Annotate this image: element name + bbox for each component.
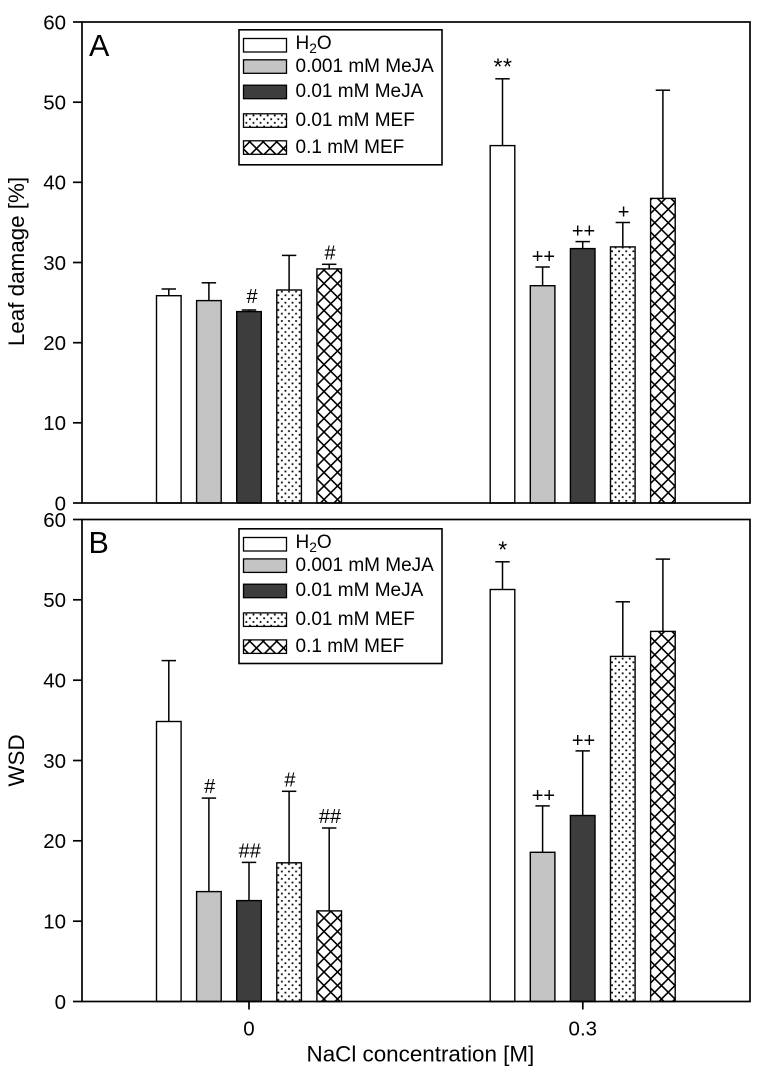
svg-text:0.1 mM MEF: 0.1 mM MEF: [296, 137, 405, 158]
svg-text:0.1 mM MEF: 0.1 mM MEF: [296, 636, 405, 657]
svg-text:0.3: 0.3: [569, 1018, 598, 1041]
svg-text:10: 10: [43, 412, 66, 435]
svg-text:++: ++: [532, 785, 555, 807]
svg-text:#: #: [204, 776, 216, 798]
svg-text:30: 30: [43, 750, 66, 773]
svg-text:50: 50: [43, 589, 66, 612]
svg-text:0.01 mM MeJA: 0.01 mM MeJA: [296, 580, 424, 601]
svg-text:++: ++: [572, 730, 595, 752]
svg-text:#: #: [284, 769, 296, 791]
svg-text:0.01 mM MEF: 0.01 mM MEF: [296, 609, 415, 630]
svg-text:0.001 mM MeJA: 0.001 mM MeJA: [296, 56, 435, 77]
svg-text:B: B: [89, 526, 109, 560]
svg-text:++: ++: [532, 246, 555, 268]
svg-text:H2O: H2O: [296, 532, 332, 555]
svg-text:50: 50: [43, 92, 66, 115]
svg-text:0.01 mM MeJA: 0.01 mM MeJA: [296, 81, 424, 102]
svg-text:*: *: [498, 536, 507, 562]
svg-text:20: 20: [43, 830, 66, 853]
svg-text:0.001 mM MeJA: 0.001 mM MeJA: [296, 555, 435, 576]
svg-text:20: 20: [43, 332, 66, 355]
svg-text:Leaf damage [%]: Leaf damage [%]: [4, 177, 29, 346]
svg-text:40: 40: [43, 670, 66, 693]
svg-text:0: 0: [55, 991, 66, 1014]
svg-text:##: ##: [239, 840, 262, 862]
svg-text:#: #: [324, 242, 336, 264]
svg-text:0.01 mM MEF: 0.01 mM MEF: [296, 110, 415, 131]
svg-text:++: ++: [572, 221, 595, 243]
svg-text:+: +: [618, 202, 630, 224]
svg-text:10: 10: [43, 911, 66, 934]
svg-text:H2O: H2O: [296, 33, 332, 56]
svg-text:0: 0: [55, 492, 66, 515]
svg-text:30: 30: [43, 252, 66, 275]
svg-text:WSD: WSD: [4, 734, 29, 786]
svg-text:NaCl concentration [M]: NaCl concentration [M]: [307, 1042, 535, 1067]
svg-text:**: **: [494, 53, 513, 79]
svg-text:40: 40: [43, 172, 66, 195]
svg-text:60: 60: [43, 11, 66, 34]
svg-text:#: #: [246, 286, 258, 308]
svg-text:##: ##: [319, 806, 342, 828]
svg-text:60: 60: [43, 509, 66, 532]
svg-text:A: A: [89, 29, 110, 63]
svg-text:0: 0: [243, 1018, 254, 1041]
